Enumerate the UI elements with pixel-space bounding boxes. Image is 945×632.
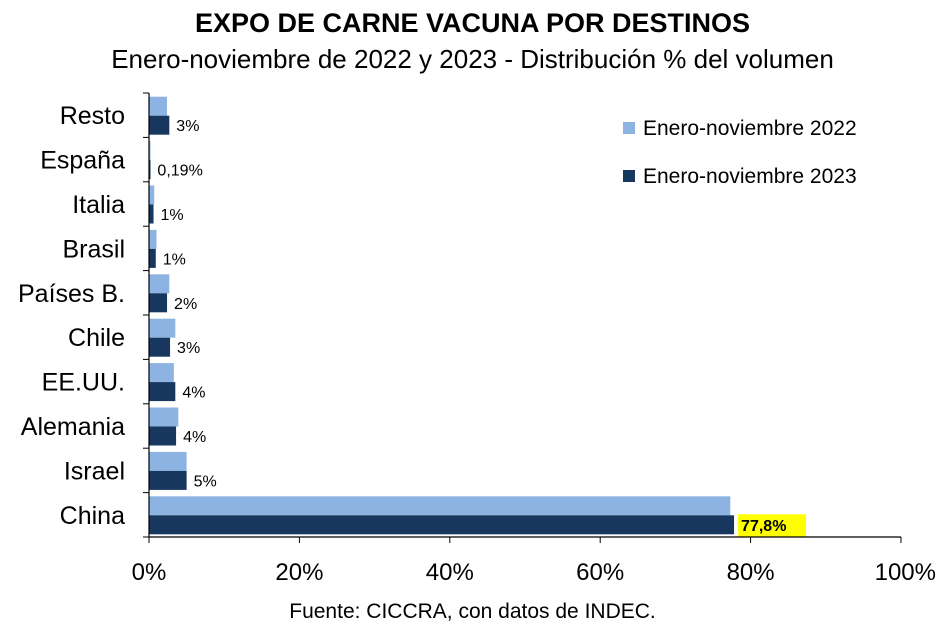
legend-swatch (623, 122, 635, 134)
data-label: 4% (183, 429, 206, 446)
category-label: Italia (72, 191, 125, 219)
legend-swatch (623, 170, 635, 182)
data-label: 5% (194, 473, 217, 490)
x-tick-label: 20% (275, 559, 323, 586)
data-label: 3% (176, 118, 199, 135)
axes-layer: China Israel Alemania EE.UU. Chile Países B. B… (18, 92, 936, 586)
category-label: China (60, 502, 125, 530)
x-tick-label: 60% (576, 559, 624, 586)
x-tick-label: 80% (727, 559, 775, 586)
bar-2023-alemania (149, 426, 177, 446)
data-label: 1% (161, 207, 184, 224)
data-label: 2% (174, 296, 197, 313)
category-label: España (40, 147, 125, 175)
bar-2022-espa-a (149, 141, 151, 161)
bar-2023-resto (149, 115, 170, 135)
data-label: 4% (182, 385, 205, 402)
data-label: 1% (163, 251, 186, 268)
data-label-highlight (738, 514, 807, 538)
bar-2022-ee-uu- (149, 363, 174, 383)
category-label: Resto (60, 102, 125, 130)
chart-subtitle: Enero-noviembre de 2022 y 2023 - Distrib… (111, 44, 834, 74)
bar-2023-china (149, 515, 735, 535)
bar-2022-alemania (149, 407, 179, 427)
bar-2022-brasil (149, 229, 157, 249)
legend: Enero-noviembre 2022 Enero-noviembre 2023 (623, 117, 857, 188)
source-note: Fuente: CICCRA, con datos de INDEC. (289, 600, 656, 623)
category-label: EE.UU. (42, 369, 125, 397)
category-label: Israel (64, 457, 125, 485)
bar-2023-ee-uu- (149, 382, 176, 402)
legend-label: Enero-noviembre 2023 (643, 165, 857, 188)
data-label: 77,8% (741, 518, 786, 535)
bar-2022-chile (149, 318, 176, 338)
x-tick-label: 0% (132, 559, 167, 586)
bar-2022-resto (149, 96, 168, 116)
x-tick-label: 40% (426, 559, 474, 586)
chart-title: EXPO DE CARNE VACUNA POR DESTINOS (194, 8, 751, 38)
bar-2022-pa-ses-b- (149, 274, 170, 294)
bar-2023-brasil (149, 248, 156, 268)
bar-2023-israel (149, 470, 187, 490)
x-tick-label: 100% (875, 559, 936, 586)
bar-2023-espa-a (149, 160, 151, 180)
category-label: Chile (68, 324, 125, 352)
bar-2022-israel (149, 451, 187, 471)
category-label: Brasil (62, 235, 125, 263)
category-label: Alemania (21, 413, 125, 441)
bar-2023-italia (149, 204, 154, 224)
bars-layer: 77,8% 5% 4% 4% 3% 2% 1% 1% 0,19% 3% (149, 96, 807, 538)
bar-2023-pa-ses-b- (149, 293, 168, 313)
data-label: 3% (177, 340, 200, 357)
bar-2022-italia (149, 185, 155, 205)
category-label: Países B. (18, 280, 125, 308)
data-label: 0,19% (157, 163, 202, 180)
bar-2022-china (149, 496, 731, 516)
legend-label: Enero-noviembre 2022 (643, 117, 857, 140)
bar-2023-chile (149, 337, 171, 357)
